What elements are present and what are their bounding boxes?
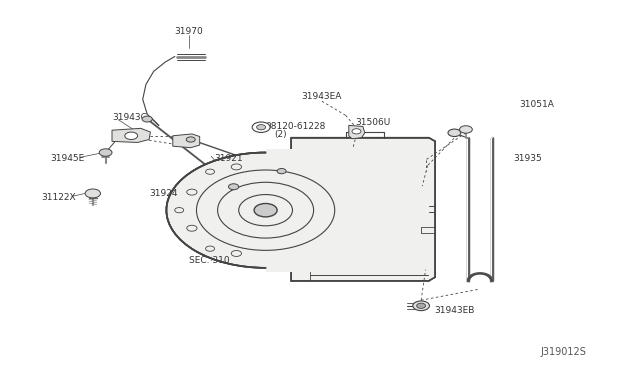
Circle shape bbox=[142, 116, 152, 122]
FancyBboxPatch shape bbox=[266, 149, 378, 272]
Text: 31945E: 31945E bbox=[50, 154, 84, 163]
Circle shape bbox=[99, 149, 112, 156]
Circle shape bbox=[257, 125, 266, 130]
Text: 31935: 31935 bbox=[513, 154, 542, 163]
Text: SEC. 310: SEC. 310 bbox=[189, 256, 229, 265]
Text: (2): (2) bbox=[274, 130, 287, 139]
Polygon shape bbox=[349, 125, 365, 139]
Text: 31924: 31924 bbox=[149, 189, 177, 198]
Text: 31051A: 31051A bbox=[520, 100, 554, 109]
Text: 31970: 31970 bbox=[175, 27, 203, 36]
Circle shape bbox=[166, 153, 365, 268]
Text: 31943EA: 31943EA bbox=[301, 92, 342, 101]
Circle shape bbox=[254, 203, 277, 217]
Text: 31921: 31921 bbox=[214, 154, 243, 163]
Circle shape bbox=[277, 169, 286, 174]
Circle shape bbox=[166, 153, 365, 268]
Circle shape bbox=[125, 132, 138, 140]
Text: 08120-61228: 08120-61228 bbox=[266, 122, 326, 131]
Text: 31506U: 31506U bbox=[355, 118, 390, 126]
Polygon shape bbox=[112, 128, 150, 142]
Circle shape bbox=[448, 129, 461, 137]
Text: 31122X: 31122X bbox=[42, 193, 76, 202]
Circle shape bbox=[417, 303, 426, 308]
Circle shape bbox=[85, 189, 100, 198]
Circle shape bbox=[413, 301, 429, 311]
Circle shape bbox=[228, 184, 239, 190]
Text: J319012S: J319012S bbox=[540, 347, 586, 356]
Text: 31943C: 31943C bbox=[112, 113, 147, 122]
Circle shape bbox=[252, 122, 270, 132]
Polygon shape bbox=[291, 138, 435, 281]
Text: 31943EB: 31943EB bbox=[434, 306, 474, 315]
Circle shape bbox=[186, 137, 195, 142]
Circle shape bbox=[352, 129, 361, 134]
Circle shape bbox=[460, 126, 472, 133]
Polygon shape bbox=[173, 134, 200, 148]
